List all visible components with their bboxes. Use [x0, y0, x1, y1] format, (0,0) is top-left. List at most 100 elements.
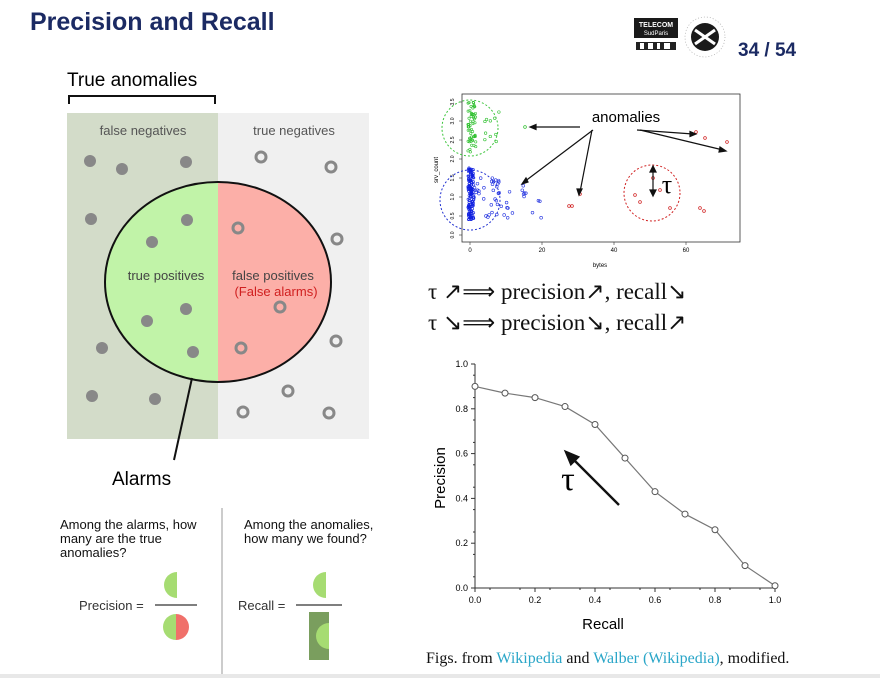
scatter-point [466, 101, 470, 105]
scatter-point [570, 204, 574, 208]
scatter-point [468, 168, 472, 172]
scatter-point [496, 182, 500, 186]
scatter-x-axis: 0 20 40 60 [468, 242, 690, 254]
scatter-xlabel: bytes [593, 263, 607, 269]
pr-x-tick-label: 0.6 [649, 595, 662, 605]
scatter-ylabel: srv_count [434, 157, 440, 183]
scatter-point [471, 168, 475, 172]
scatter-point [468, 188, 472, 192]
scatter-y-tick-label: 1.5 [450, 174, 456, 181]
scatter-point [496, 178, 501, 183]
true-negatives-label: true negatives [253, 123, 335, 138]
false-positive-region [218, 182, 331, 382]
pr-x-tick-label: 0.4 [589, 595, 602, 605]
scatter-point [491, 180, 496, 184]
scatter-point [473, 133, 477, 137]
scatter-point [470, 216, 474, 220]
pr-y-tick-label: 0.8 [455, 404, 468, 414]
alarms-label: Alarms [112, 469, 171, 490]
scatter-point [488, 134, 492, 139]
page-current: 34 [738, 40, 760, 61]
wikipedia-link[interactable]: Wikipedia [496, 650, 563, 667]
scatter-x-tick-label: 0 [468, 248, 472, 254]
bottom-rule [0, 674, 880, 678]
scatter-point [466, 186, 470, 190]
scatter-point [467, 125, 471, 129]
pr-xlabel: Recall [582, 616, 624, 633]
scatter-point [493, 197, 497, 201]
scatter-point [472, 198, 476, 202]
scatter-point [483, 131, 488, 135]
page-separator: / [764, 40, 770, 61]
pr-point [771, 582, 779, 590]
scatter-y-tick-label: 0.5 [450, 212, 456, 219]
scatter-point [638, 200, 642, 204]
scatter-point [467, 203, 471, 207]
scatter-point [703, 136, 707, 140]
scatter-point [472, 117, 476, 121]
scatter-tau-label: τ [662, 170, 672, 199]
recall-numerator-icon [313, 572, 326, 598]
precision-denominator-tp-icon [163, 614, 176, 640]
pr-point [741, 562, 749, 570]
precision-formula-label: Precision = [79, 598, 144, 613]
scatter-point [467, 177, 471, 181]
true-positive-region [105, 182, 218, 382]
scatter-y-tick-label: 3.5 [450, 98, 456, 105]
scatter-x-tick-label: 40 [611, 248, 618, 254]
scatter-point [474, 140, 478, 144]
scatter-point [471, 175, 475, 179]
scatter-point [658, 188, 662, 192]
scatter-point [470, 138, 474, 142]
scatter-point [507, 190, 512, 194]
scatter-point [478, 176, 483, 180]
red-cluster-circle [623, 164, 681, 222]
pr-point [501, 389, 509, 397]
scatter-point [466, 149, 470, 153]
scatter-point [469, 181, 473, 185]
true-anomalies-bracket [68, 95, 216, 104]
scatter-point [466, 109, 470, 113]
page-number: 34 / 54 [738, 40, 796, 62]
footer-suffix: , modified. [719, 650, 790, 667]
scatter-point [633, 193, 637, 197]
scatter-point [468, 136, 472, 140]
scatter-x-tick-label: 20 [539, 248, 546, 254]
scatter-point [472, 186, 477, 190]
scatter-point [510, 211, 515, 215]
pr-point [711, 526, 719, 534]
scatter-point [471, 106, 475, 110]
scatter-point [468, 128, 472, 132]
scatter-points [466, 100, 729, 222]
pr-tau-arrow [563, 449, 620, 506]
scatter-point [467, 116, 471, 120]
scatter-point [490, 210, 494, 215]
alarms-ellipse [104, 181, 332, 383]
scatter-point [504, 200, 509, 205]
scatter-point [468, 109, 472, 113]
scatter-point [483, 138, 487, 142]
pr-y-tick-label: 0.0 [455, 583, 468, 593]
scatter-point [472, 195, 476, 200]
polytechnique-logo [684, 16, 726, 58]
scatter-x-tick-label: 60 [683, 248, 690, 254]
walber-wikipedia-link[interactable]: Walber (Wikipedia) [593, 650, 720, 667]
scatter-point [472, 211, 476, 215]
scatter-point [522, 194, 526, 199]
scatter-y-tick-label: 2.0 [450, 155, 456, 162]
scatter-point [482, 186, 486, 190]
scatter-point [471, 203, 475, 207]
normal-rings [231, 150, 344, 420]
tau-double-arrow [649, 164, 657, 198]
scatter-point [467, 140, 471, 144]
scatter-point [494, 132, 498, 137]
scatter-y-axis: 0.0 0.5 1.0 1.5 2.0 2.5 3.0 3.5 [450, 98, 462, 238]
scatter-y-tick-label: 0.0 [450, 231, 456, 238]
pr-point [651, 488, 659, 496]
scatter-point [482, 197, 486, 201]
true-anomalies-label: True anomalies [67, 70, 197, 91]
scatter-point [497, 110, 501, 114]
recall-denominator-tp-icon [316, 623, 329, 649]
scatter-point [472, 101, 476, 105]
